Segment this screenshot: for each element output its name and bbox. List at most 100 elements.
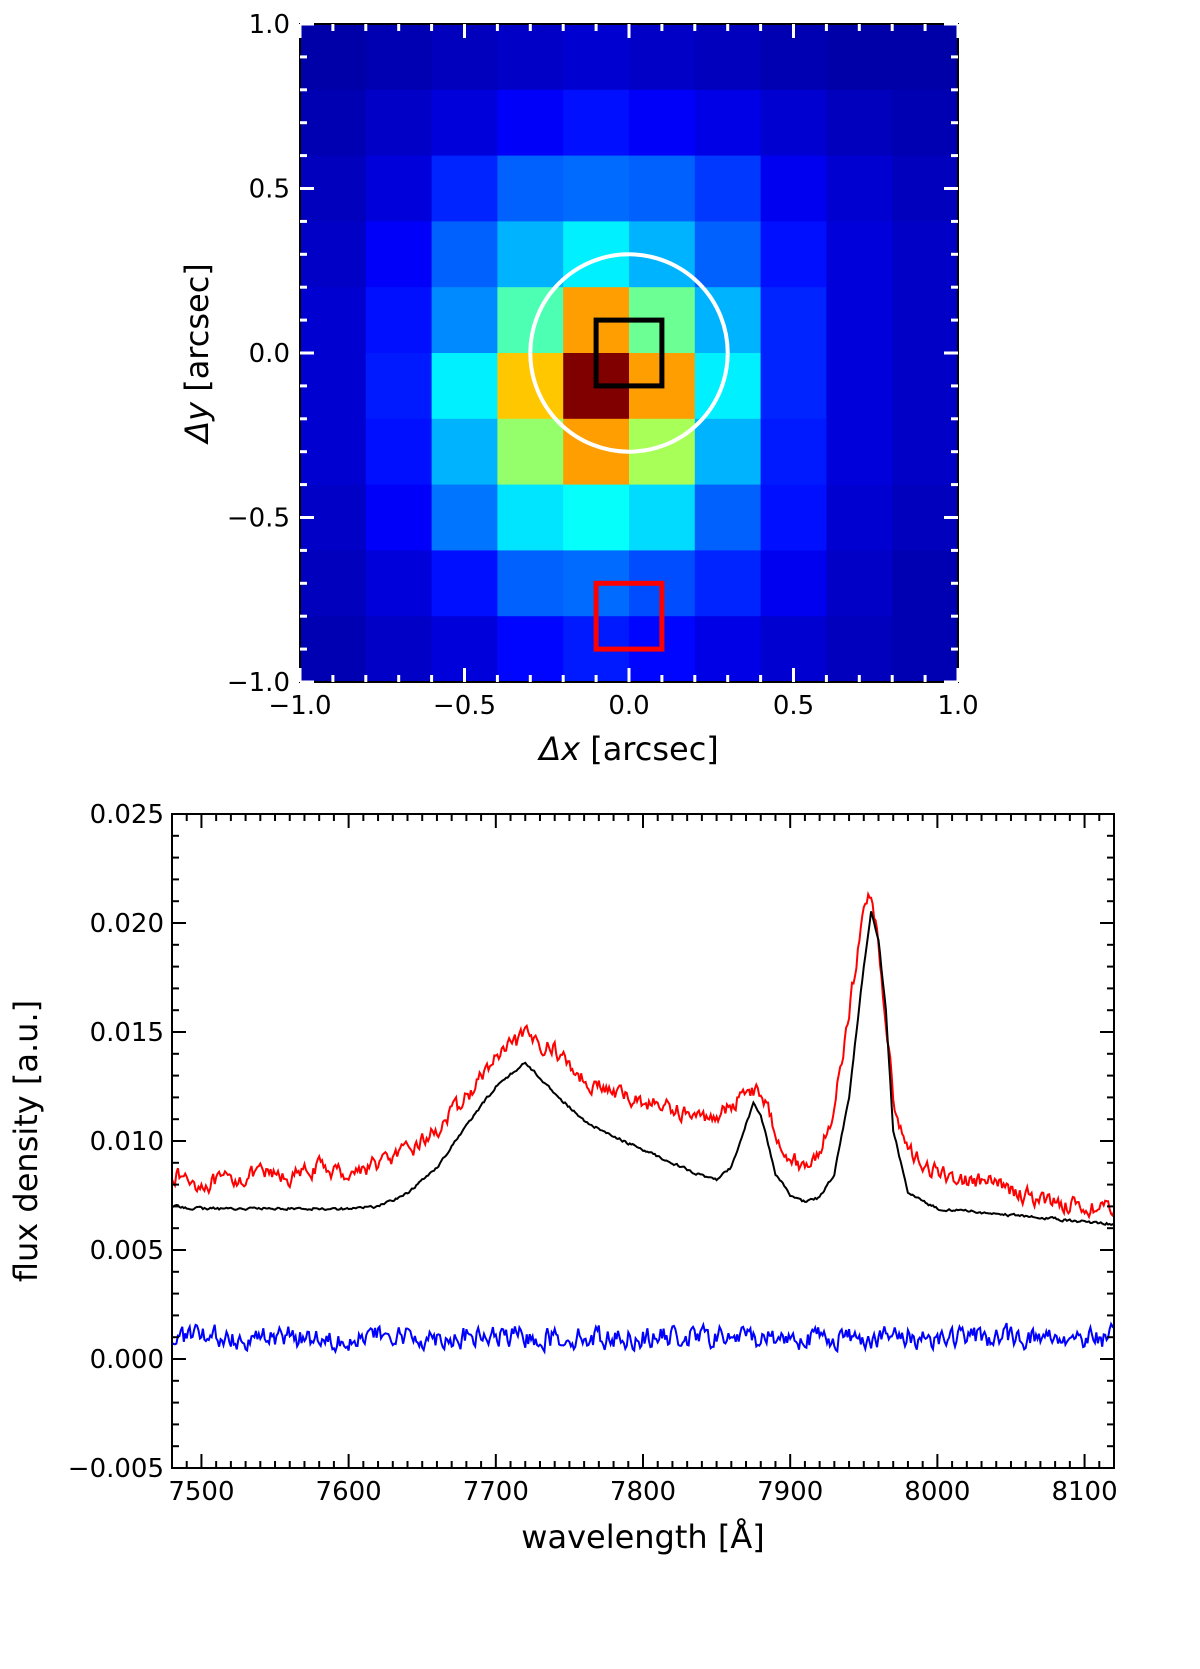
heatmap-cell xyxy=(365,24,433,91)
spectrum-x-axis-label: wavelength [Å] xyxy=(521,1518,764,1556)
x-tick-label: 8100 xyxy=(1051,1477,1117,1507)
heatmap-cell xyxy=(629,89,696,157)
heatmap-cell xyxy=(892,89,959,157)
y-tick-label: 0.005 xyxy=(90,1236,164,1266)
heatmap-x-axis-label: Δx [arcsec] xyxy=(536,730,719,768)
heatmap-cell xyxy=(365,89,433,157)
y-tick-label: 0.010 xyxy=(90,1127,164,1157)
heatmap-ticks: −1.0 −0.5 0.0 0.5 1.0 −1.0 −0.5 0.0 0.5 1.0 xyxy=(227,10,979,721)
heatmap-cell xyxy=(300,89,367,157)
heatmap-cell xyxy=(826,89,893,157)
heatmap-cell xyxy=(629,484,696,551)
spectrum-y-axis-label: flux density [a.u.] xyxy=(7,1000,45,1282)
heatmap-cell xyxy=(629,24,696,91)
heatmap-cell xyxy=(760,287,827,354)
x-tick-label: 0.5 xyxy=(773,691,814,721)
heatmap-cell xyxy=(892,221,959,288)
series-line-blue-residual xyxy=(172,1321,1114,1355)
heatmap-cell xyxy=(760,155,827,222)
heatmap-cell xyxy=(300,550,367,617)
heatmap-cell xyxy=(892,24,959,91)
heatmap-cell xyxy=(563,155,630,222)
heatmap-cell xyxy=(826,418,893,486)
heatmap-cell xyxy=(826,550,893,617)
heatmap-cell xyxy=(892,550,959,617)
spectrum-panel: 7500 7600 7700 7800 7900 8000 8100 −0.005 0.000 0… xyxy=(7,800,1118,1556)
spectrum-ticks: 7500 7600 7700 7800 7900 8000 8100 −0.005 0.000 0… xyxy=(68,800,1118,1507)
x-tick-label: 1.0 xyxy=(937,691,978,721)
heatmap-cell xyxy=(694,155,762,222)
heatmap-cell xyxy=(760,353,827,420)
x-tick-label: 7600 xyxy=(316,1477,382,1507)
y-tick-label: −0.005 xyxy=(68,1454,164,1484)
heatmap-cell xyxy=(760,89,827,157)
heatmap-cell xyxy=(431,155,498,222)
heatmap-cell xyxy=(365,353,433,420)
heatmap-cell xyxy=(694,89,762,157)
x-tick-label: −1.0 xyxy=(268,691,331,721)
spectrum-lines xyxy=(172,890,1114,1355)
heatmap-cell xyxy=(694,221,762,288)
heatmap-cell xyxy=(365,287,433,354)
heatmap-cell xyxy=(365,616,433,683)
heatmap-cell xyxy=(826,484,893,551)
spectrum-frame xyxy=(171,813,1115,1469)
heatmap-cell xyxy=(431,89,498,157)
heatmap-cell xyxy=(826,221,893,288)
heatmap-cell xyxy=(694,616,762,683)
aperture-circle xyxy=(528,252,730,454)
heatmap-cell xyxy=(365,221,433,288)
heatmap-cell xyxy=(431,287,498,354)
heatmap-cell xyxy=(431,221,498,288)
heatmap-cell xyxy=(497,24,564,91)
heatmap-cell xyxy=(431,418,498,486)
heatmap-cell xyxy=(826,155,893,222)
heatmap-cell xyxy=(497,89,564,157)
heatmap-cell xyxy=(892,353,959,420)
heatmap-cell xyxy=(497,550,564,617)
heatmap-panel: −1.0 −0.5 0.0 0.5 1.0 −1.0 −0.5 0.0 0.5 1.0 Δx [a… xyxy=(178,10,979,768)
heatmap-cell xyxy=(431,550,498,617)
x-tick-label: 7500 xyxy=(168,1477,234,1507)
heatmap-cell xyxy=(694,550,762,617)
heatmap-cell xyxy=(497,418,564,486)
black-box-marker xyxy=(593,317,665,389)
heatmap-cell xyxy=(497,484,564,551)
y-tick-label: 0.5 xyxy=(249,175,290,205)
heatmap-cell xyxy=(760,418,827,486)
heatmap-cell xyxy=(300,353,367,420)
y-tick-label: 0.0 xyxy=(249,339,290,369)
heatmap-cell xyxy=(431,353,498,420)
heatmap-cell xyxy=(431,484,498,551)
y-tick-label: 0.000 xyxy=(90,1345,164,1375)
x-tick-label: 7900 xyxy=(757,1477,823,1507)
heatmap-cell xyxy=(563,484,630,551)
heatmap-y-axis-label: Δy [arcsec] xyxy=(178,263,216,446)
heatmap-cell xyxy=(300,418,367,486)
series-line-central-spectrum xyxy=(172,911,1114,1227)
heatmap-cell xyxy=(300,24,367,91)
heatmap-cell xyxy=(826,24,893,91)
x-tick-label: 7800 xyxy=(610,1477,676,1507)
y-tick-label: 0.020 xyxy=(90,909,164,939)
heatmap-cell xyxy=(563,89,630,157)
x-tick-label: 8000 xyxy=(904,1477,970,1507)
heatmap-cell xyxy=(892,616,959,683)
heatmap-cell xyxy=(300,616,367,683)
x-tick-label: −0.5 xyxy=(433,691,496,721)
heatmap-cell xyxy=(497,221,564,288)
heatmap-cells xyxy=(300,24,959,683)
heatmap-cell xyxy=(365,155,433,222)
heatmap-cell xyxy=(365,418,433,486)
heatmap-overlays xyxy=(528,252,730,652)
heatmap-cell xyxy=(694,484,762,551)
heatmap-cell xyxy=(826,353,893,420)
heatmap-cell xyxy=(760,221,827,288)
heatmap-cell xyxy=(760,550,827,617)
heatmap-cell xyxy=(365,550,433,617)
heatmap-cell xyxy=(892,287,959,354)
heatmap-cell xyxy=(760,484,827,551)
y-tick-label: 0.015 xyxy=(90,1018,164,1048)
x-tick-label: 7700 xyxy=(463,1477,529,1507)
